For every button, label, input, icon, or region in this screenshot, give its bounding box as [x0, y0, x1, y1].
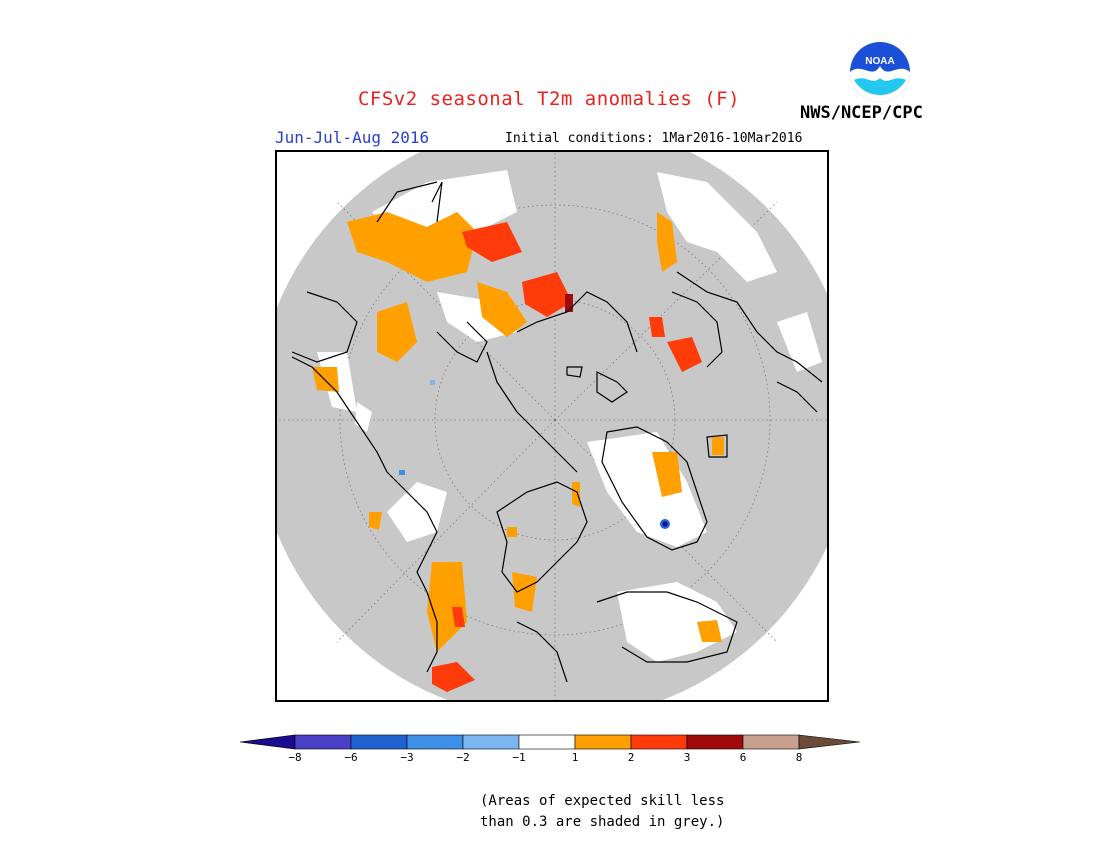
colorbar-tick: 1: [571, 751, 579, 764]
forecast-period: Jun-Jul-Aug 2016: [275, 128, 430, 147]
colorbar-tick: −6: [344, 751, 358, 764]
polar-map: [277, 152, 827, 700]
noaa-logo: NOAA: [850, 42, 910, 102]
footnote-line-1: (Areas of expected skill less: [480, 793, 725, 809]
skill-footnote: (Areas of expected skill less than 0.3 a…: [480, 791, 724, 833]
initial-conditions: Initial conditions: 1Mar2016-10Mar2016: [505, 131, 803, 146]
color-bar: [240, 734, 861, 750]
anomaly-negative: [399, 380, 670, 529]
colorbar-tick: −8: [288, 751, 302, 764]
colorbar-tick: 8: [795, 751, 803, 764]
color-bar-high-arrow: [798, 734, 861, 750]
agency-label: NWS/NCEP/CPC: [800, 103, 923, 123]
map-panel: [275, 150, 829, 702]
svg-text:NOAA: NOAA: [865, 56, 894, 67]
colorbar-tick: 6: [739, 751, 747, 764]
colorbar-tick: −1: [512, 751, 526, 764]
colorbar-tick: −2: [456, 751, 470, 764]
colorbar-tick: −3: [400, 751, 414, 764]
projection-disk: [277, 152, 827, 700]
anomaly-near-normal: [317, 170, 822, 662]
colorbar-tick: 3: [683, 751, 691, 764]
map-title: CFSv2 seasonal T2m anomalies (F): [357, 88, 741, 110]
footnote-line-2: than 0.3 are shaded in grey.): [480, 814, 725, 830]
anomaly-plus-2-to-3: [432, 222, 702, 692]
colorbar-tick: 2: [627, 751, 635, 764]
coastlines: [291, 181, 823, 683]
color-bar-low-arrow: [240, 734, 296, 750]
